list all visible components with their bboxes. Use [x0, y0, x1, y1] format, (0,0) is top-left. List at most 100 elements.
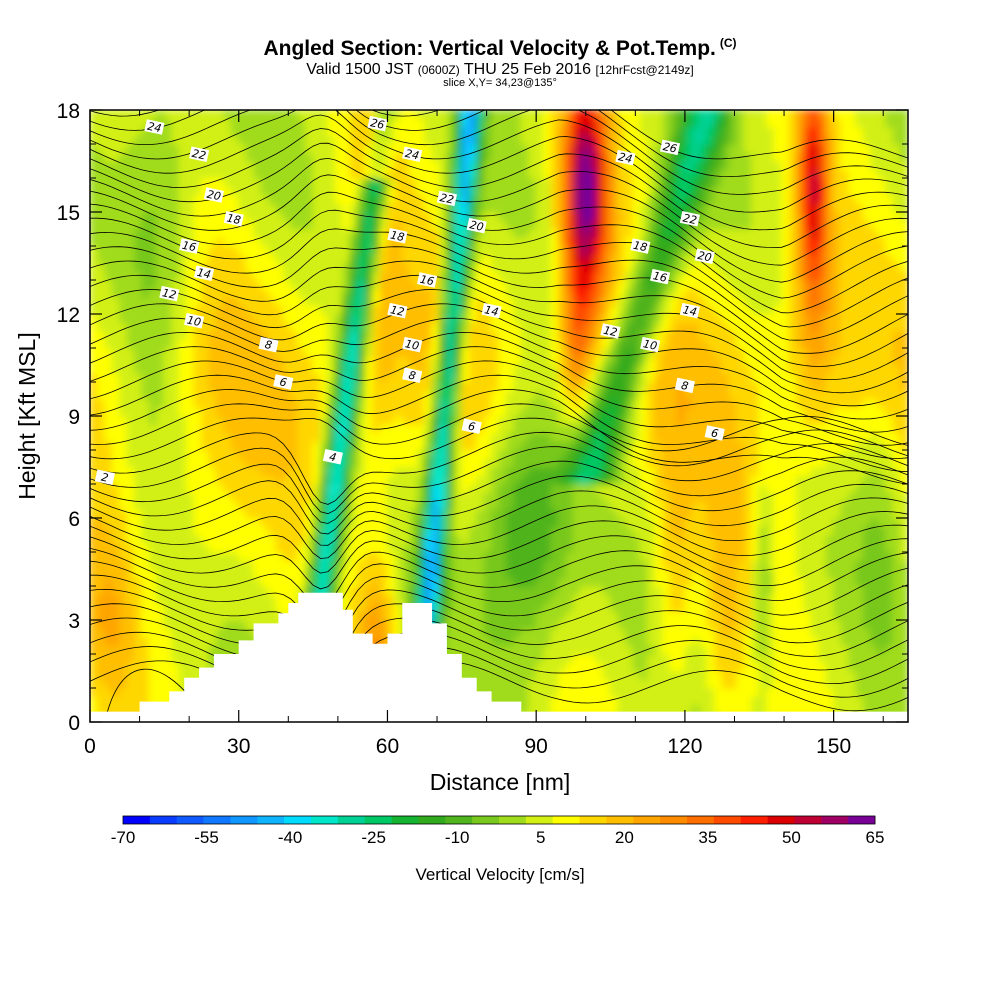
contour-label: 24	[615, 149, 636, 166]
colorbar-swatch	[284, 816, 312, 824]
colorbar-swatch	[418, 816, 446, 824]
theta-contour	[90, 346, 908, 446]
theta-contour	[90, 403, 908, 452]
contour-label-text: 12	[161, 286, 177, 302]
theta-contour	[90, 617, 908, 701]
colorbar-swatch	[660, 816, 688, 824]
y-tick-label: 3	[68, 610, 80, 633]
colorbar-swatch	[230, 816, 258, 824]
colorbar-tick-label: -55	[194, 828, 219, 847]
contour-label: 18	[223, 211, 244, 227]
theta-contour	[90, 446, 908, 515]
colorbar-swatch	[579, 816, 607, 824]
contour-label: 24	[144, 119, 165, 136]
colorbar-swatch	[364, 816, 392, 824]
colorbar-tick-label: 20	[615, 828, 634, 847]
colorbar-tick-label: 50	[782, 828, 801, 847]
y-tick-label: 9	[68, 406, 80, 429]
y-axis-label: Height [Kft MSL]	[14, 332, 40, 499]
axes: 0 30 60 90 120 150 0 3 6 9 12 15 18	[57, 100, 908, 758]
valid-time-subtitle: Valid 1500 JST (0600Z) THU 25 Feb 2016 […	[306, 61, 694, 78]
colorbar-tick-label: -10	[445, 828, 470, 847]
contour-label: 14	[481, 302, 502, 319]
contour-label-text: 16	[419, 273, 435, 289]
contour-label-text: 16	[181, 239, 197, 255]
theta-contour	[90, 431, 908, 505]
contour-label-text: 10	[642, 337, 658, 353]
contour-label-text: 10	[186, 313, 202, 329]
colorbar-tick-label: -70	[111, 828, 136, 847]
contour-label-text: 8	[407, 369, 417, 383]
colorbar: -70 -55 -40 -25 -10 5 20 35 50 65	[111, 815, 885, 847]
colorbar-swatch	[311, 816, 339, 824]
y-tick-label: 15	[57, 202, 80, 225]
contour-label: 26	[659, 139, 681, 156]
contour-label-text: 26	[662, 140, 678, 156]
theta-contour	[90, 505, 908, 559]
contour-label: 14	[193, 265, 215, 282]
contour-label: 8	[258, 336, 279, 353]
x-axis-label: Distance [nm]	[430, 769, 571, 795]
theta-contour	[90, 110, 908, 178]
contour-label: 6	[704, 425, 725, 441]
theta-contour	[90, 475, 908, 535]
x-tick-label: 150	[816, 735, 851, 758]
contour-label-text: 18	[632, 239, 648, 255]
contour-label-text: 20	[468, 218, 484, 234]
contour-label: 6	[273, 374, 294, 390]
theta-contour	[90, 417, 908, 467]
contour-label: 26	[367, 115, 388, 132]
theta-contour	[90, 331, 908, 433]
colorbar-swatch	[740, 816, 768, 824]
colorbar-tick-label: -40	[278, 828, 303, 847]
contour-label-text: 6	[467, 420, 477, 434]
contour-label-text: 22	[191, 147, 207, 163]
colorbar-swatch	[552, 816, 580, 824]
contour-label-text: 24	[617, 150, 633, 166]
colorbar-tick-label: 35	[698, 828, 717, 847]
x-tick-label: 0	[84, 735, 96, 758]
colorbar-swatch	[123, 816, 151, 824]
theta-contour	[90, 520, 908, 574]
colorbar-swatch	[337, 816, 366, 824]
contour-label-text: 22	[682, 211, 698, 227]
theta-contour	[90, 274, 908, 380]
terrain-mask	[90, 592, 908, 722]
contour-label-text: 24	[146, 120, 162, 136]
theta-contour	[90, 548, 908, 607]
theta-contour	[90, 460, 908, 524]
theta-contour	[90, 603, 908, 682]
y-tick-label: 12	[57, 304, 80, 327]
x-tick-label: 60	[376, 735, 399, 758]
colorbar-swatch	[767, 816, 795, 824]
contour-label: 2	[94, 469, 115, 485]
colorbar-swatch	[499, 816, 527, 824]
contour-label: 20	[203, 187, 224, 203]
theta-contour	[90, 490, 908, 546]
contour-label: 16	[650, 268, 671, 285]
colorbar-tick-label: 65	[866, 828, 885, 847]
contour-label-text: 10	[404, 337, 420, 353]
contour-label-text: 6	[710, 426, 720, 440]
contour-label-text: 24	[404, 147, 420, 163]
contour-label-text: 8	[680, 379, 690, 393]
colorbar-swatch	[687, 816, 715, 824]
y-tick-label: 18	[57, 100, 80, 123]
theta-contour	[90, 110, 908, 195]
colorbar-swatch	[794, 816, 822, 824]
colorbar-swatch	[633, 816, 661, 824]
theta-contour	[90, 128, 908, 248]
theta-contour	[90, 246, 908, 354]
contour-label-text: 26	[369, 116, 385, 132]
contour-label: 10	[640, 336, 661, 353]
theta-contour	[90, 588, 908, 663]
contour-label: 22	[189, 146, 210, 163]
theta-contour	[90, 389, 908, 485]
contour-label: 14	[679, 302, 700, 319]
contour-label-text: 6	[278, 375, 288, 389]
slice-subtitle: slice X,Y= 34,23@135°	[443, 77, 557, 89]
theta-contour	[90, 142, 908, 266]
contour-label: 12	[387, 302, 408, 319]
theta-contour	[90, 114, 908, 231]
